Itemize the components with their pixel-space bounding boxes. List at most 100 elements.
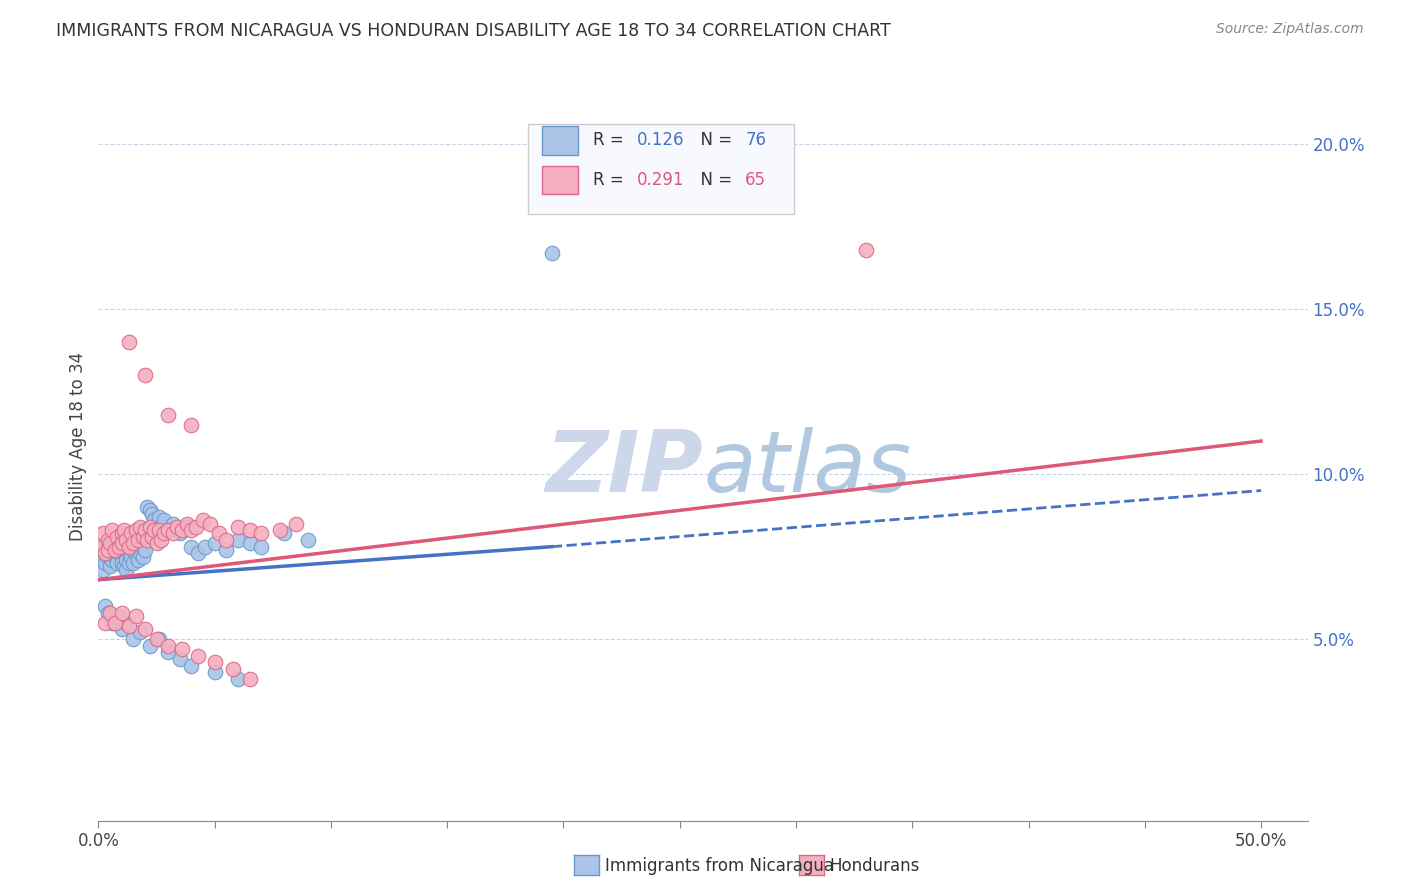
Point [297, 533, 319, 547]
Point [152, 513, 174, 527]
Point [138, 520, 160, 534]
Point [97, 533, 120, 547]
Point [180, 417, 202, 432]
Point [136, 533, 159, 547]
Point [273, 526, 295, 541]
Point [239, 536, 262, 550]
Point [124, 523, 146, 537]
Point [124, 536, 146, 550]
Point [115, 615, 138, 630]
Point [134, 543, 156, 558]
Point [148, 632, 170, 646]
Point [138, 639, 160, 653]
Point [127, 540, 149, 554]
Point [129, 520, 152, 534]
Point [97, 549, 120, 564]
Point [131, 549, 153, 564]
Point [166, 520, 188, 534]
Point [98, 606, 121, 620]
Point [148, 523, 170, 537]
Text: 0.291: 0.291 [637, 171, 683, 189]
Point [136, 500, 159, 514]
Point [118, 556, 141, 570]
Text: 65: 65 [745, 171, 766, 189]
Point [855, 243, 877, 257]
Point [250, 540, 273, 554]
Point [269, 523, 291, 537]
Point [112, 546, 135, 560]
Point [540, 246, 562, 260]
Point [157, 523, 180, 537]
Point [169, 526, 191, 541]
Point [112, 523, 135, 537]
Point [111, 622, 134, 636]
Point [118, 619, 141, 633]
Y-axis label: Disability Age 18 to 34: Disability Age 18 to 34 [69, 351, 87, 541]
Point [101, 523, 124, 537]
Point [90, 540, 112, 554]
Point [98, 536, 121, 550]
Point [157, 639, 180, 653]
Point [127, 533, 149, 547]
Point [226, 672, 249, 686]
Point [187, 546, 209, 560]
Point [97, 543, 120, 558]
Point [162, 516, 184, 531]
Point [90, 553, 112, 567]
Text: Hondurans: Hondurans [830, 857, 920, 875]
Point [118, 540, 141, 554]
Point [150, 520, 173, 534]
Point [94, 546, 117, 560]
Point [105, 543, 128, 558]
Point [191, 513, 214, 527]
Point [111, 540, 134, 554]
Point [94, 599, 117, 613]
Text: Source: ZipAtlas.com: Source: ZipAtlas.com [1216, 22, 1364, 37]
Point [204, 655, 226, 669]
Point [91, 526, 114, 541]
Point [120, 526, 142, 541]
Point [94, 546, 117, 560]
Point [105, 609, 128, 624]
Point [176, 520, 198, 534]
Point [176, 516, 198, 531]
Point [138, 503, 160, 517]
Point [215, 533, 238, 547]
Point [108, 546, 131, 560]
Text: N =: N = [690, 131, 737, 149]
Point [134, 368, 156, 382]
Point [145, 516, 167, 531]
Point [124, 609, 146, 624]
Point [180, 523, 202, 537]
Point [122, 556, 145, 570]
Point [124, 546, 146, 560]
Point [122, 536, 145, 550]
Point [143, 513, 166, 527]
Point [115, 553, 138, 567]
Point [250, 526, 273, 541]
Text: IMMIGRANTS FROM NICARAGUA VS HONDURAN DISABILITY AGE 18 TO 34 CORRELATION CHART: IMMIGRANTS FROM NICARAGUA VS HONDURAN DI… [56, 22, 891, 40]
Text: ZIP: ZIP [546, 427, 703, 510]
Point [111, 526, 134, 541]
Point [226, 533, 249, 547]
Point [215, 543, 238, 558]
Point [204, 536, 226, 550]
Point [285, 516, 308, 531]
Point [157, 408, 180, 422]
FancyBboxPatch shape [543, 166, 578, 194]
Point [104, 533, 127, 547]
Point [198, 516, 221, 531]
Text: N =: N = [690, 171, 737, 189]
Point [208, 526, 231, 541]
Text: R =: R = [593, 131, 628, 149]
Point [172, 642, 194, 657]
Point [97, 606, 120, 620]
Point [118, 546, 141, 560]
Point [184, 520, 207, 534]
Point [97, 536, 120, 550]
Point [134, 523, 156, 537]
Point [101, 615, 124, 630]
Point [141, 530, 163, 544]
Point [101, 553, 124, 567]
Point [120, 549, 142, 564]
